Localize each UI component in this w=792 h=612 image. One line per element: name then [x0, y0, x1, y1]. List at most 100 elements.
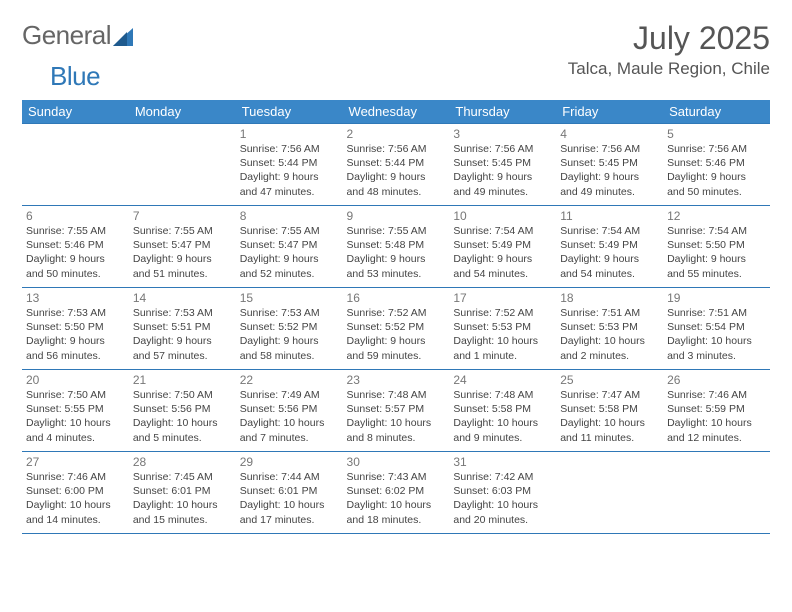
calendar-day-cell: 29Sunrise: 7:44 AMSunset: 6:01 PMDayligh… [236, 452, 343, 534]
logo-text-2: Blue [50, 61, 100, 92]
day-info: Sunrise: 7:48 AMSunset: 5:57 PMDaylight:… [347, 388, 446, 445]
day-number: 17 [453, 291, 552, 305]
day-number: 11 [560, 209, 659, 223]
calendar-day-cell: 6Sunrise: 7:55 AMSunset: 5:46 PMDaylight… [22, 206, 129, 288]
calendar-day-cell: 15Sunrise: 7:53 AMSunset: 5:52 PMDayligh… [236, 288, 343, 370]
day-info: Sunrise: 7:45 AMSunset: 6:01 PMDaylight:… [133, 470, 232, 527]
day-info: Sunrise: 7:56 AMSunset: 5:45 PMDaylight:… [453, 142, 552, 199]
calendar-week-row: 27Sunrise: 7:46 AMSunset: 6:00 PMDayligh… [22, 452, 770, 534]
day-number: 5 [667, 127, 766, 141]
calendar-day-cell: 5Sunrise: 7:56 AMSunset: 5:46 PMDaylight… [663, 124, 770, 206]
calendar-day-cell: 30Sunrise: 7:43 AMSunset: 6:02 PMDayligh… [343, 452, 450, 534]
day-number: 12 [667, 209, 766, 223]
calendar-day-cell: 11Sunrise: 7:54 AMSunset: 5:49 PMDayligh… [556, 206, 663, 288]
day-info: Sunrise: 7:47 AMSunset: 5:58 PMDaylight:… [560, 388, 659, 445]
day-number: 16 [347, 291, 446, 305]
day-number: 4 [560, 127, 659, 141]
calendar-empty-cell [663, 452, 770, 534]
day-info: Sunrise: 7:54 AMSunset: 5:49 PMDaylight:… [453, 224, 552, 281]
day-info: Sunrise: 7:55 AMSunset: 5:48 PMDaylight:… [347, 224, 446, 281]
day-number: 20 [26, 373, 125, 387]
location: Talca, Maule Region, Chile [568, 59, 770, 79]
calendar-day-cell: 22Sunrise: 7:49 AMSunset: 5:56 PMDayligh… [236, 370, 343, 452]
day-info: Sunrise: 7:42 AMSunset: 6:03 PMDaylight:… [453, 470, 552, 527]
calendar-day-cell: 28Sunrise: 7:45 AMSunset: 6:01 PMDayligh… [129, 452, 236, 534]
weekday-header: Saturday [663, 100, 770, 124]
day-info: Sunrise: 7:55 AMSunset: 5:47 PMDaylight:… [240, 224, 339, 281]
day-number: 27 [26, 455, 125, 469]
day-info: Sunrise: 7:53 AMSunset: 5:51 PMDaylight:… [133, 306, 232, 363]
calendar-week-row: 20Sunrise: 7:50 AMSunset: 5:55 PMDayligh… [22, 370, 770, 452]
day-info: Sunrise: 7:53 AMSunset: 5:52 PMDaylight:… [240, 306, 339, 363]
calendar-day-cell: 24Sunrise: 7:48 AMSunset: 5:58 PMDayligh… [449, 370, 556, 452]
day-info: Sunrise: 7:54 AMSunset: 5:50 PMDaylight:… [667, 224, 766, 281]
weekday-header: Monday [129, 100, 236, 124]
day-info: Sunrise: 7:56 AMSunset: 5:44 PMDaylight:… [240, 142, 339, 199]
calendar-body: 1Sunrise: 7:56 AMSunset: 5:44 PMDaylight… [22, 124, 770, 534]
day-info: Sunrise: 7:46 AMSunset: 5:59 PMDaylight:… [667, 388, 766, 445]
day-number: 29 [240, 455, 339, 469]
day-number: 19 [667, 291, 766, 305]
day-number: 28 [133, 455, 232, 469]
calendar-day-cell: 2Sunrise: 7:56 AMSunset: 5:44 PMDaylight… [343, 124, 450, 206]
weekday-header: Sunday [22, 100, 129, 124]
day-number: 3 [453, 127, 552, 141]
logo: General [22, 20, 135, 51]
calendar-empty-cell [556, 452, 663, 534]
day-number: 30 [347, 455, 446, 469]
day-info: Sunrise: 7:52 AMSunset: 5:53 PMDaylight:… [453, 306, 552, 363]
weekday-header: Tuesday [236, 100, 343, 124]
calendar-day-cell: 14Sunrise: 7:53 AMSunset: 5:51 PMDayligh… [129, 288, 236, 370]
day-info: Sunrise: 7:49 AMSunset: 5:56 PMDaylight:… [240, 388, 339, 445]
day-info: Sunrise: 7:44 AMSunset: 6:01 PMDaylight:… [240, 470, 339, 527]
day-number: 22 [240, 373, 339, 387]
calendar-day-cell: 16Sunrise: 7:52 AMSunset: 5:52 PMDayligh… [343, 288, 450, 370]
day-info: Sunrise: 7:52 AMSunset: 5:52 PMDaylight:… [347, 306, 446, 363]
calendar-day-cell: 23Sunrise: 7:48 AMSunset: 5:57 PMDayligh… [343, 370, 450, 452]
weekday-header: Wednesday [343, 100, 450, 124]
day-info: Sunrise: 7:43 AMSunset: 6:02 PMDaylight:… [347, 470, 446, 527]
day-number: 9 [347, 209, 446, 223]
calendar-day-cell: 18Sunrise: 7:51 AMSunset: 5:53 PMDayligh… [556, 288, 663, 370]
day-number: 31 [453, 455, 552, 469]
day-info: Sunrise: 7:56 AMSunset: 5:45 PMDaylight:… [560, 142, 659, 199]
calendar-day-cell: 20Sunrise: 7:50 AMSunset: 5:55 PMDayligh… [22, 370, 129, 452]
calendar-day-cell: 1Sunrise: 7:56 AMSunset: 5:44 PMDaylight… [236, 124, 343, 206]
day-info: Sunrise: 7:55 AMSunset: 5:47 PMDaylight:… [133, 224, 232, 281]
weekday-header: Friday [556, 100, 663, 124]
calendar-week-row: 6Sunrise: 7:55 AMSunset: 5:46 PMDaylight… [22, 206, 770, 288]
month-title: July 2025 [568, 20, 770, 57]
day-info: Sunrise: 7:51 AMSunset: 5:54 PMDaylight:… [667, 306, 766, 363]
calendar-table: SundayMondayTuesdayWednesdayThursdayFrid… [22, 100, 770, 534]
day-info: Sunrise: 7:55 AMSunset: 5:46 PMDaylight:… [26, 224, 125, 281]
logo-text-1: General [22, 20, 111, 51]
calendar-week-row: 13Sunrise: 7:53 AMSunset: 5:50 PMDayligh… [22, 288, 770, 370]
day-number: 7 [133, 209, 232, 223]
day-info: Sunrise: 7:56 AMSunset: 5:44 PMDaylight:… [347, 142, 446, 199]
calendar-day-cell: 9Sunrise: 7:55 AMSunset: 5:48 PMDaylight… [343, 206, 450, 288]
calendar-day-cell: 25Sunrise: 7:47 AMSunset: 5:58 PMDayligh… [556, 370, 663, 452]
calendar-day-cell: 19Sunrise: 7:51 AMSunset: 5:54 PMDayligh… [663, 288, 770, 370]
day-number: 26 [667, 373, 766, 387]
day-number: 14 [133, 291, 232, 305]
day-number: 1 [240, 127, 339, 141]
day-info: Sunrise: 7:54 AMSunset: 5:49 PMDaylight:… [560, 224, 659, 281]
day-number: 8 [240, 209, 339, 223]
day-info: Sunrise: 7:50 AMSunset: 5:56 PMDaylight:… [133, 388, 232, 445]
logo-sail-icon [113, 28, 135, 48]
calendar-day-cell: 17Sunrise: 7:52 AMSunset: 5:53 PMDayligh… [449, 288, 556, 370]
calendar-day-cell: 12Sunrise: 7:54 AMSunset: 5:50 PMDayligh… [663, 206, 770, 288]
calendar-day-cell: 27Sunrise: 7:46 AMSunset: 6:00 PMDayligh… [22, 452, 129, 534]
day-info: Sunrise: 7:53 AMSunset: 5:50 PMDaylight:… [26, 306, 125, 363]
weekday-header: Thursday [449, 100, 556, 124]
weekday-header-row: SundayMondayTuesdayWednesdayThursdayFrid… [22, 100, 770, 124]
day-number: 15 [240, 291, 339, 305]
calendar-day-cell: 8Sunrise: 7:55 AMSunset: 5:47 PMDaylight… [236, 206, 343, 288]
calendar-day-cell: 31Sunrise: 7:42 AMSunset: 6:03 PMDayligh… [449, 452, 556, 534]
day-info: Sunrise: 7:50 AMSunset: 5:55 PMDaylight:… [26, 388, 125, 445]
calendar-day-cell: 7Sunrise: 7:55 AMSunset: 5:47 PMDaylight… [129, 206, 236, 288]
day-number: 24 [453, 373, 552, 387]
day-number: 18 [560, 291, 659, 305]
day-info: Sunrise: 7:48 AMSunset: 5:58 PMDaylight:… [453, 388, 552, 445]
calendar-empty-cell [129, 124, 236, 206]
